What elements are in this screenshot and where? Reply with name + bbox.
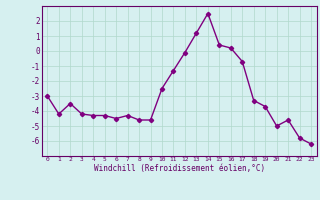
X-axis label: Windchill (Refroidissement éolien,°C): Windchill (Refroidissement éolien,°C) (94, 164, 265, 173)
